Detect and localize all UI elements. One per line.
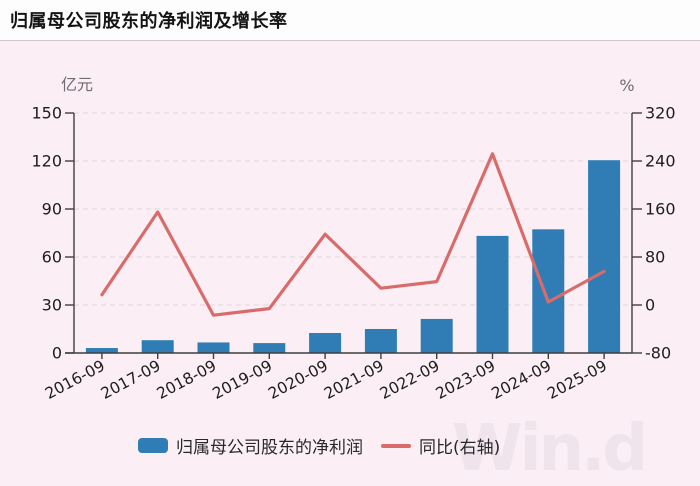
legend-line-label: 同比(右轴) [419,438,501,458]
bar-2018-09 [197,342,230,353]
right-axis-unit: % [619,76,634,95]
bar-2024-09 [532,229,565,353]
title-bar: 归属母公司股东的净利润及增长率 [0,0,700,41]
right-tick-label: 80 [645,248,665,267]
right-tick-label: 0 [645,296,655,315]
bar-2016-09 [85,348,118,353]
right-tick-label: 240 [645,152,676,171]
bar-2020-09 [309,333,342,353]
legend-bar-label: 归属母公司股东的净利润 [176,438,363,458]
bar-2019-09 [253,343,286,353]
left-tick-label: 0 [52,344,62,363]
left-tick-label: 60 [42,248,62,267]
bar-2025-09 [588,160,621,353]
line-series-swatch [381,443,411,448]
legend-item-yoy[interactable]: 同比(右轴) [381,433,500,458]
left-axis-unit: 亿元 [61,75,93,94]
legend-item-net-profit[interactable]: 归属母公司股东的净利润 [138,433,363,458]
right-tick-label: -80 [645,344,671,363]
x-tick-label: 2018-09 [154,357,220,403]
legend: 归属母公司股东的净利润 同比(右轴) [138,433,500,458]
bar-2021-09 [364,329,397,353]
bar-2017-09 [141,340,174,353]
bar-2022-09 [420,318,453,353]
x-tick-label: 2020-09 [265,357,331,403]
x-tick-label: 2017-09 [98,357,164,403]
x-tick-label: 2021-09 [321,357,387,403]
bar-2023-09 [476,235,509,353]
x-tick-label: 2023-09 [433,357,499,403]
x-tick-label: 2019-09 [210,357,276,403]
right-tick-label: 160 [645,200,676,219]
x-tick-label: 2016-09 [42,357,108,403]
x-tick-label: 2022-09 [377,357,443,403]
left-tick-label: 30 [42,296,62,315]
bar-series-swatch [138,438,168,453]
x-tick-label: 2024-09 [489,357,555,403]
page-title: 归属母公司股东的净利润及增长率 [10,11,288,32]
right-tick-label: 320 [645,104,676,123]
left-tick-label: 150 [31,104,62,123]
yoy-growth-line [100,152,606,317]
left-tick-label: 90 [42,200,62,219]
left-tick-label: 120 [31,152,62,171]
wind-watermark: Win.d [452,412,648,486]
x-tick-label: 2025-09 [544,357,610,403]
